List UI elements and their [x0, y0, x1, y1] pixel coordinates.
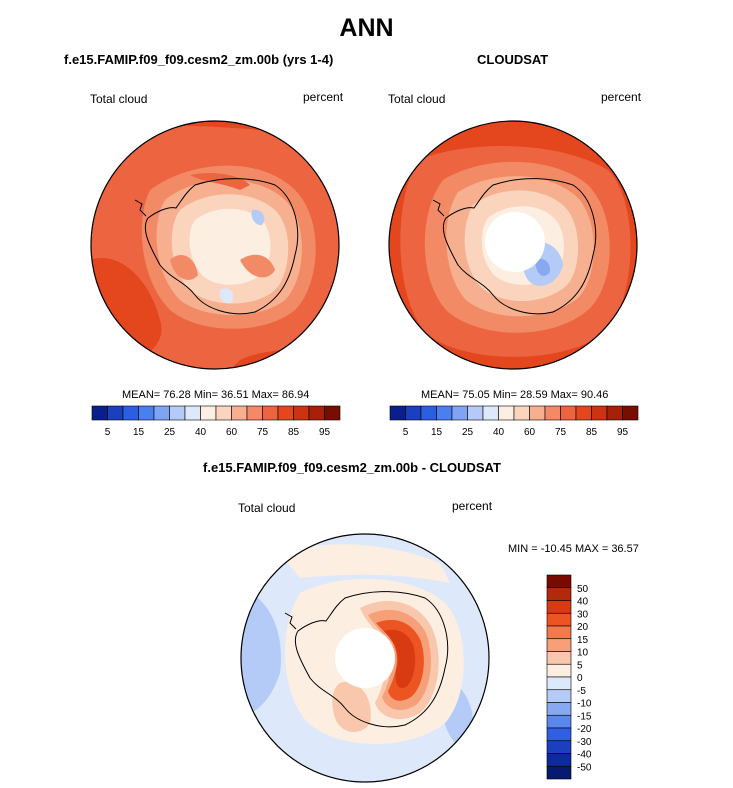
colorbar-panel3-swatch — [546, 600, 572, 614]
colorbar-panel2-tick-label: 85 — [586, 427, 598, 438]
colorbar-panel2-swatch — [451, 405, 468, 421]
colorbar-panel3-swatch — [546, 612, 572, 627]
panel1-title: f.e15.FAMIP.f09_f09.cesm2_zm.00b (yrs 1-… — [64, 52, 334, 67]
colorbar-panel2-swatch — [467, 405, 484, 421]
colorbar-panel2-swatch — [405, 405, 422, 421]
colorbar-panel3-swatch — [546, 765, 572, 780]
panel3-left-label: Total cloud — [238, 501, 296, 515]
colorbar-panel1-swatch — [308, 405, 325, 421]
colorbar-panel2: 5 15 25 40 60 75 85 95 — [389, 405, 639, 438]
colorbar-panel3-swatch — [546, 625, 572, 640]
colorbar-panel2-swatch — [606, 405, 623, 421]
colorbar-panel3-swatch — [546, 574, 572, 589]
colorbar-panel3-swatch — [546, 651, 572, 665]
colorbar-panel1-tick-label: 60 — [226, 427, 238, 438]
colorbar-panel3-tick-label: -30 — [577, 737, 592, 748]
colorbar-panel1-tick-label: 5 — [105, 427, 111, 438]
colorbar-panel1-tick-label: 75 — [257, 427, 269, 438]
map-panel2 — [388, 120, 638, 370]
panel2-stats: MEAN= 75.05 Min= 28.59 Max= 90.46 — [421, 389, 609, 401]
colorbar-panel1-swatch — [293, 405, 310, 421]
colorbar-panel1-tick-label: 95 — [319, 427, 331, 438]
colorbar-panel2-swatch — [622, 405, 639, 421]
colorbar-panel3-swatch — [546, 676, 572, 691]
colorbar-panel2-swatch — [544, 405, 561, 421]
colorbar-panel3-tick-label: 10 — [577, 648, 589, 659]
colorbar-panel3-tick-label: 20 — [577, 622, 589, 633]
colorbar-panel2-tick-label: 95 — [617, 427, 629, 438]
colorbar-panel1-swatch — [107, 405, 124, 421]
panel3-stats: MIN = -10.45 MAX = 36.57 — [508, 543, 639, 555]
colorbar-panel2-swatch — [436, 405, 453, 421]
colorbar-panel3-tick-label: -20 — [577, 724, 592, 735]
colorbar-panel1-swatch — [184, 405, 201, 421]
colorbar-panel2-tick-label: 60 — [524, 427, 536, 438]
colorbar-panel3-tick-label: 5 — [577, 660, 583, 671]
colorbar-panel3-tick-label: 50 — [577, 584, 589, 595]
colorbar-panel3-swatch — [546, 663, 572, 678]
colorbar-panel3-tick-label: 0 — [577, 673, 583, 684]
colorbar-panel3-swatch — [546, 727, 572, 742]
panel2-title: CLOUDSAT — [477, 52, 549, 67]
colorbar-panel2-tick-label: 15 — [431, 427, 443, 438]
panel3-right-label: percent — [452, 499, 493, 513]
colorbar-panel2-swatch — [591, 405, 608, 421]
colorbar-panel3-tick-label: -5 — [577, 686, 586, 697]
colorbar-panel3-swatch — [546, 753, 572, 767]
colorbar-panel3-tick-label: -10 — [577, 699, 592, 710]
colorbar-panel1-swatch — [215, 405, 232, 421]
colorbar-panel1-swatch — [324, 405, 341, 421]
map-panel1 — [90, 120, 340, 370]
colorbar-panel2-tick-label: 75 — [555, 427, 567, 438]
colorbar-panel3-swatch — [546, 587, 572, 601]
colorbar-panel3-tick-label: -50 — [577, 762, 592, 773]
panel1-stats: MEAN= 76.28 Min= 36.51 Max= 86.94 — [122, 389, 310, 401]
colorbar-panel3-tick-label: 15 — [577, 635, 589, 646]
colorbar-panel1-tick-label: 15 — [133, 427, 145, 438]
colorbar-panel3-tick-label: -40 — [577, 750, 592, 761]
colorbar-panel2-swatch — [389, 405, 406, 421]
colorbar-panel1-swatch — [169, 405, 186, 421]
colorbar-panel2-tick-label: 25 — [462, 427, 474, 438]
colorbar-panel1-tick-label: 40 — [195, 427, 207, 438]
colorbar-panel2-swatch — [560, 405, 577, 421]
panel3-title: f.e15.FAMIP.f09_f09.cesm2_zm.00b - CLOUD… — [203, 460, 501, 475]
colorbar-panel3-swatch — [546, 714, 572, 729]
colorbar-panel2-tick-label: 5 — [403, 427, 409, 438]
map-panel3 — [240, 533, 490, 783]
colorbar-panel3-swatch — [546, 740, 572, 754]
colorbar-panel3-swatch — [546, 638, 572, 652]
colorbar-panel1-swatch — [246, 405, 263, 421]
colorbar-panel3-tick-label: -15 — [577, 711, 592, 722]
colorbar-panel2-swatch — [420, 405, 437, 421]
colorbar-panel2-swatch — [498, 405, 515, 421]
colorbar-panel1-swatch — [91, 405, 108, 421]
panel1-right-label: percent — [303, 90, 344, 104]
panel1-left-label: Total cloud — [90, 92, 148, 106]
panel2-left-label: Total cloud — [388, 92, 446, 106]
colorbar-panel1-swatch — [138, 405, 155, 421]
colorbar-panel1-swatch — [231, 405, 248, 421]
colorbar-panel1-swatch — [153, 405, 170, 421]
colorbar-panel1-swatch — [122, 405, 139, 421]
colorbar-panel2-swatch — [482, 405, 499, 421]
colorbar-panel3-tick-label: 30 — [577, 609, 589, 620]
colorbar-panel2-swatch — [529, 405, 546, 421]
colorbar-panel1-swatch — [262, 405, 279, 421]
colorbar-panel1-swatch — [277, 405, 294, 421]
colorbar-panel3-swatch — [546, 689, 572, 703]
colorbar-panel3-tick-label: 40 — [577, 597, 589, 608]
colorbar-panel3-swatch — [546, 702, 572, 716]
colorbar-panel2-swatch — [513, 405, 530, 421]
colorbar-panel2-tick-label: 40 — [493, 427, 505, 438]
panel2-right-label: percent — [601, 90, 642, 104]
figure-title: ANN — [339, 14, 394, 42]
colorbar-panel1-tick-label: 25 — [164, 427, 176, 438]
colorbar-panel1-swatch — [200, 405, 217, 421]
colorbar-panel1-tick-label: 85 — [288, 427, 300, 438]
colorbar-panel1: 5 15 25 40 60 75 85 95 — [91, 405, 341, 438]
colorbar-panel2-swatch — [575, 405, 592, 421]
